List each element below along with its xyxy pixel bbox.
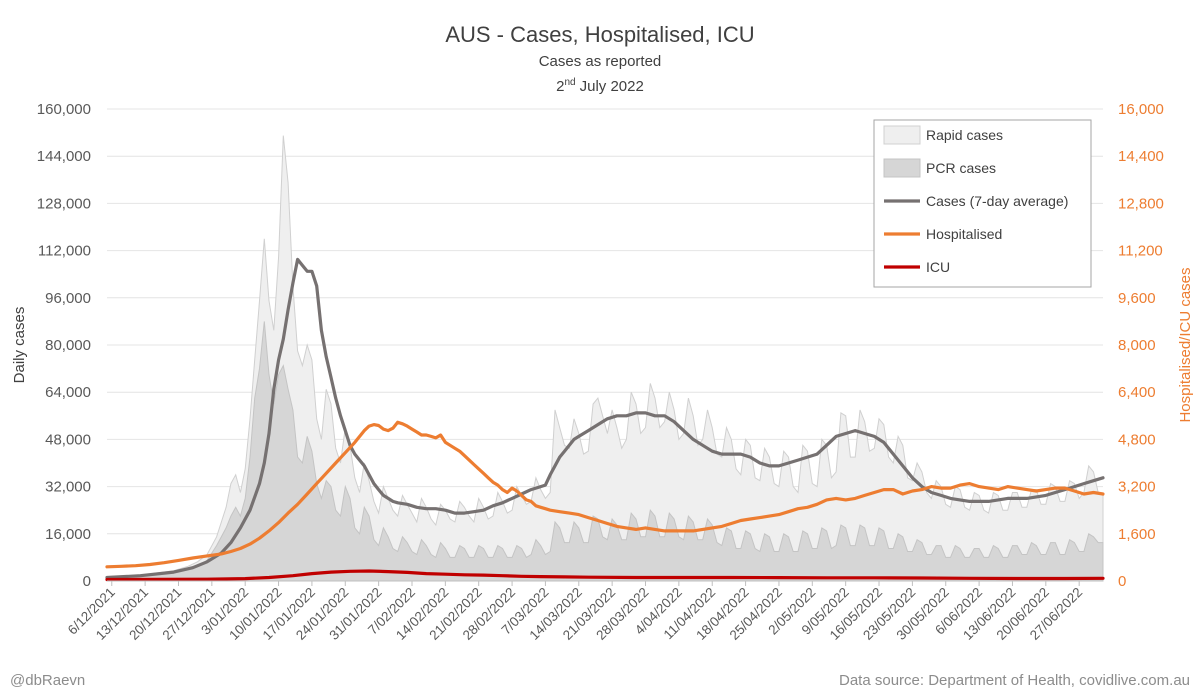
series-icu — [105, 569, 1105, 582]
legend-swatch-rapid-cases — [883, 125, 921, 145]
y-tick-label-right: 8,000 — [1118, 337, 1156, 354]
footer-handle: @dbRaevn — [10, 672, 85, 689]
y-tick-label: 160,000 — [37, 101, 91, 118]
y-tick-label: 80,000 — [45, 337, 91, 354]
series-cases-7-day-average — [105, 257, 1105, 580]
legend-label-icu: ICU — [926, 259, 950, 275]
series-hospitalised — [105, 420, 1105, 569]
chart-subtitle: Cases as reported — [539, 53, 662, 70]
legend-label-pcr-cases: PCR cases — [926, 160, 996, 176]
legend-swatch-pcr-cases — [883, 158, 921, 178]
y-tick-label: 64,000 — [45, 384, 91, 401]
y-tick-label-right: 12,800 — [1118, 195, 1164, 212]
y-tick-label: 48,000 — [45, 431, 91, 448]
y-tick-label: 16,000 — [45, 526, 91, 543]
area-series — [106, 135, 1104, 582]
y-tick-label-right: 3,200 — [1118, 479, 1156, 496]
date-day: 2 — [556, 78, 564, 95]
legend-box — [873, 119, 1092, 288]
chart-date-line: 2nd July 2022 — [556, 77, 644, 95]
date-suffix: nd — [565, 77, 576, 88]
y-tick-label-right: 16,000 — [1118, 101, 1164, 118]
axes — [107, 580, 1103, 586]
y-tick-label-right: 14,400 — [1118, 148, 1164, 165]
legend: Rapid cases PCR cases Cases (7-day average… — [873, 119, 1092, 288]
y-tick-label-right: 9,600 — [1118, 290, 1156, 307]
y-tick-label-right: 4,800 — [1118, 431, 1156, 448]
y-tick-labels-right: 0 1,600 3,200 4,800 6,400 8,000 9,600 11,200 12,… — [1118, 101, 1164, 590]
x-tick-labels: 6/12/202113/12/202120/12/202127/12/20213… — [65, 585, 1085, 643]
y-tick-label: 144,000 — [37, 148, 91, 165]
series-pcr-cases — [106, 321, 1104, 582]
y-tick-label: 0 — [83, 573, 91, 590]
y-tick-label: 112,000 — [38, 243, 91, 260]
y-tick-labels: 0 16,000 32,000 48,000 64,000 80,000 96,000 112… — [37, 101, 91, 590]
y-tick-label: 32,000 — [45, 479, 91, 496]
y-tick-label: 128,000 — [37, 195, 91, 212]
y-axis-label-right: Hospitalised/ICU cases — [1177, 267, 1194, 422]
legend-label-cases-7-day-average: Cases (7-day average) — [926, 193, 1068, 209]
line-series — [105, 257, 1105, 582]
y-tick-label: 96,000 — [45, 290, 91, 307]
chart-title: AUS - Cases, Hospitalised, ICU — [445, 22, 754, 47]
y-tick-label-right: 6,400 — [1118, 384, 1156, 401]
y-tick-label-right: 0 — [1118, 573, 1126, 590]
y-tick-label-right: 1,600 — [1118, 526, 1156, 543]
date-rest: July 2022 — [580, 78, 644, 95]
legend-label-hospitalised: Hospitalised — [926, 226, 1002, 242]
y-axis-label: Daily cases — [11, 307, 28, 384]
series-rapid-cases — [106, 135, 1104, 582]
footer-source: Data source: Department of Health, covid… — [839, 672, 1190, 689]
legend-label-rapid-cases: Rapid cases — [926, 127, 1003, 143]
y-tick-label-right: 11,200 — [1118, 243, 1163, 260]
